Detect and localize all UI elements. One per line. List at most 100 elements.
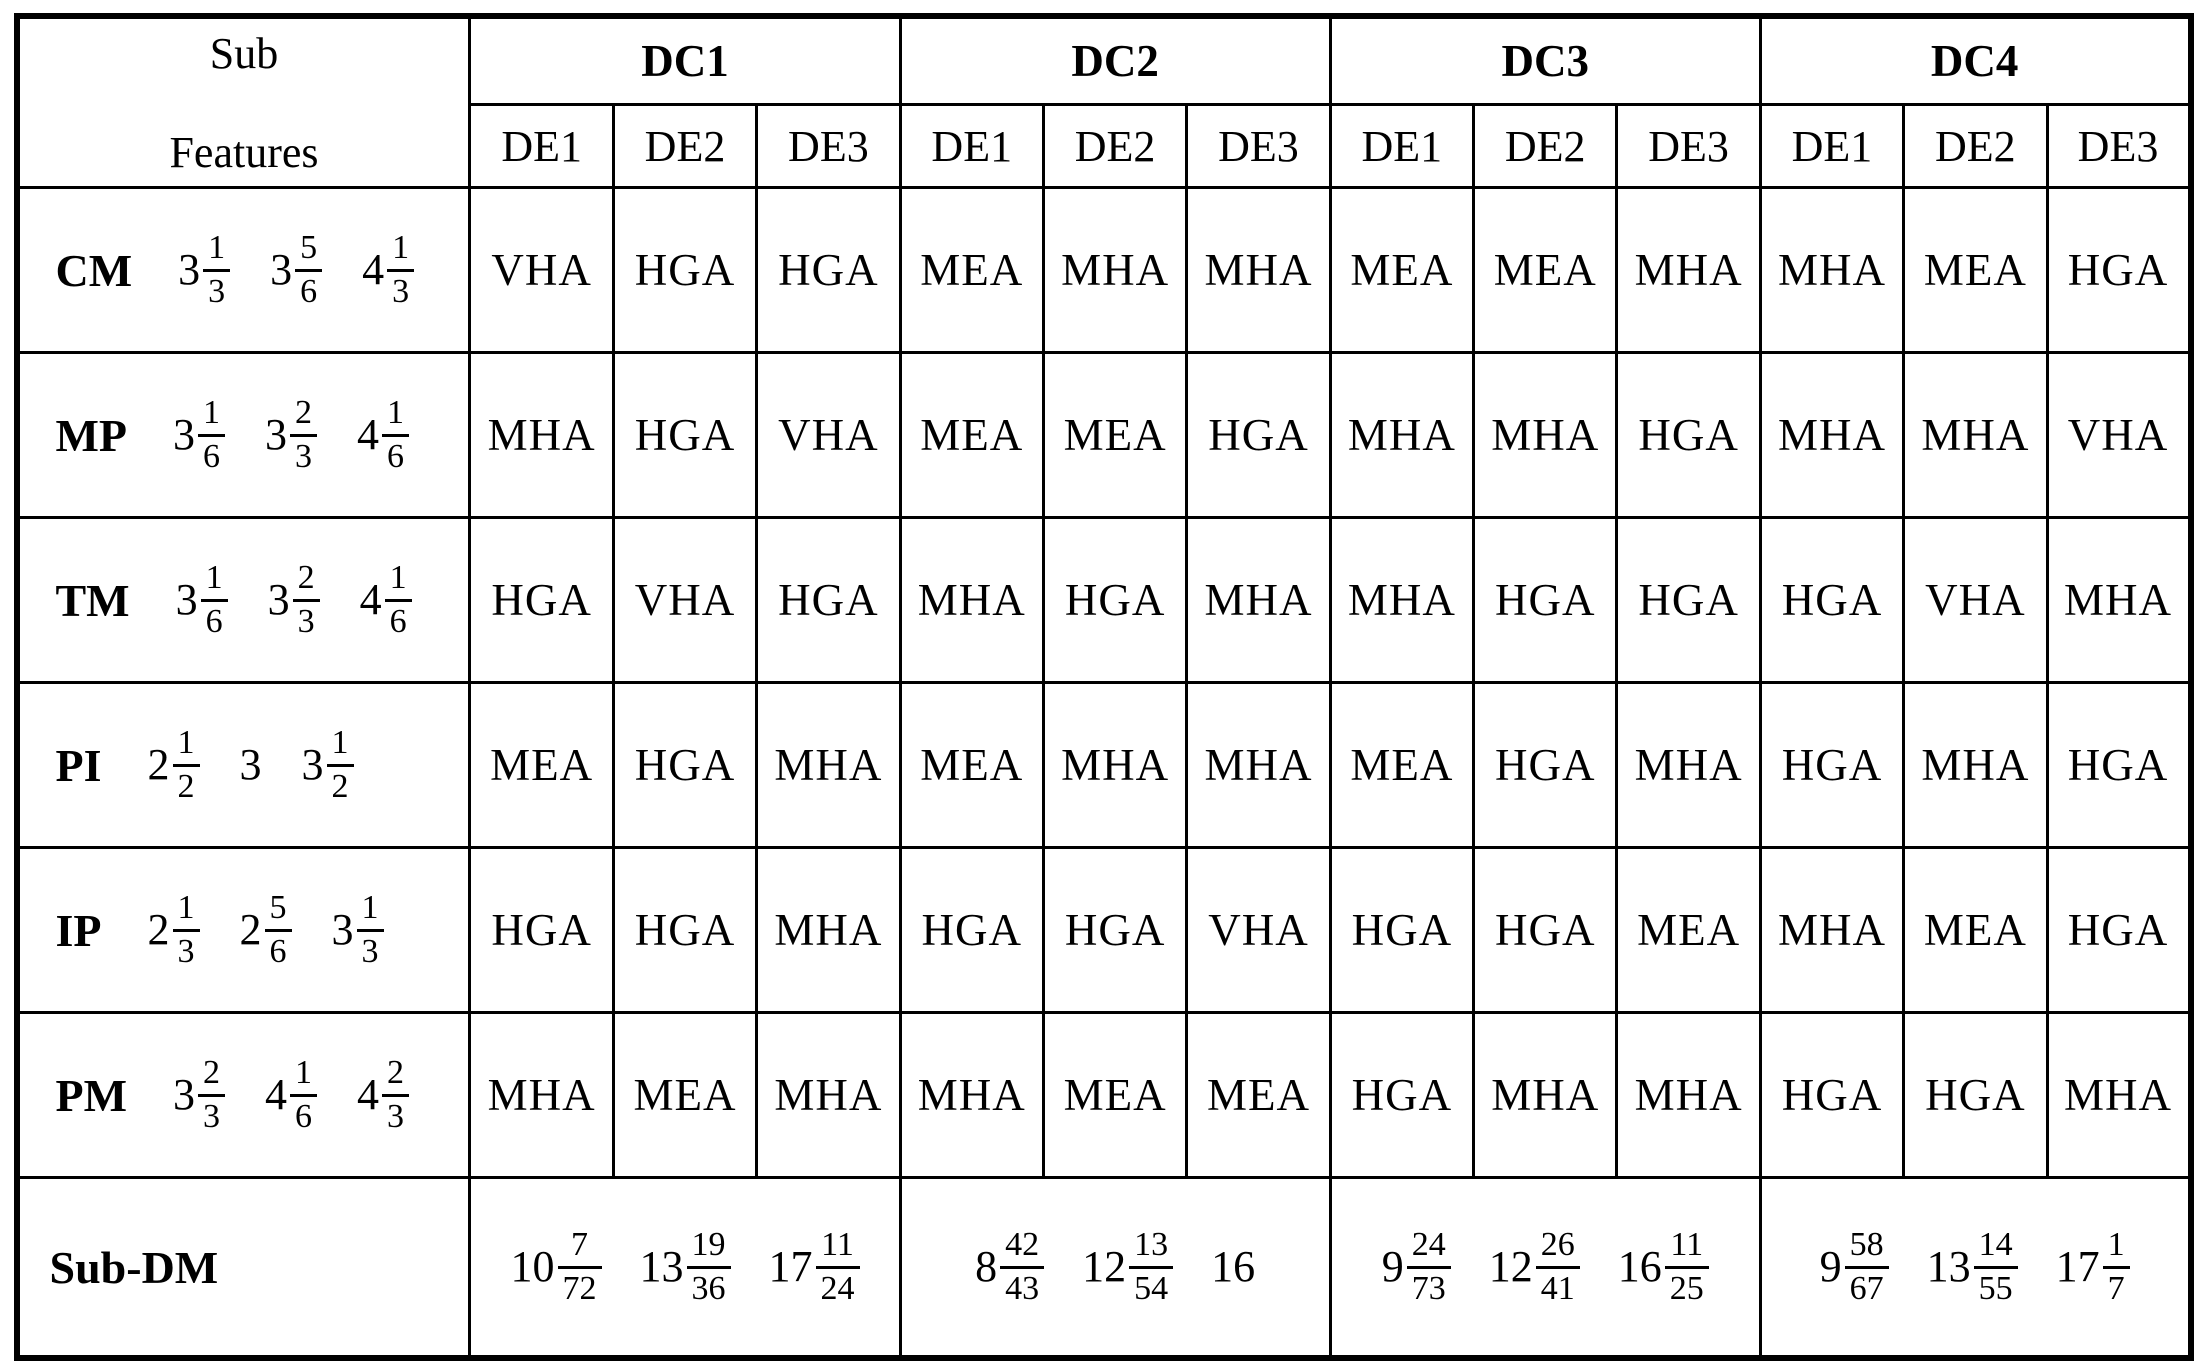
- grade-cell: MHA: [1615, 1011, 1762, 1179]
- whole-number: 3: [173, 1070, 196, 1119]
- grade-cell: MHA: [1472, 351, 1619, 519]
- col-header-dc1-de3: DE3: [755, 103, 902, 189]
- whole-number: 9: [1819, 1242, 1842, 1291]
- sub-dm-values-dc2: 8 42 43 12 13 54 16: [898, 1176, 1332, 1360]
- fraction-denominator: 6: [295, 1097, 313, 1135]
- grade-cell: VHA: [755, 351, 902, 519]
- sub-dm-values-dc1: 10 7 72 13 19 36 17 11 24: [468, 1176, 902, 1360]
- sub-dm-values-group: 10 7 72 13 19 36 17 11 24: [473, 1226, 897, 1307]
- fraction-denominator: 3: [297, 602, 315, 640]
- mixed-number: 8 42 43: [975, 1226, 1045, 1307]
- grade-cell: HGA: [2045, 846, 2193, 1014]
- whole-number: 4: [359, 575, 382, 624]
- fraction-denominator: 3: [295, 437, 313, 475]
- fraction: 19 36: [686, 1226, 731, 1307]
- fraction: 42 43: [1000, 1226, 1045, 1307]
- fraction-numerator: 1: [384, 559, 412, 602]
- fraction-numerator: 14: [1973, 1226, 2018, 1269]
- sub-dm-values-dc3: 9 24 73 12 26 41 16 11 25: [1328, 1176, 1762, 1360]
- sub-dm-label-cell: Sub-DM: [14, 1176, 472, 1360]
- feature-label: TM: [55, 574, 130, 626]
- grade-cell: MHA: [1328, 516, 1476, 684]
- grade-cell: MHA: [1615, 186, 1762, 354]
- grade-cell: MEA: [1472, 186, 1619, 354]
- grade-cell: HGA: [1041, 516, 1189, 684]
- column-header-row: DE1 DE2 DE3 DE1 DE2 DE3 DE1 DE2 DE3 DE1 DE2 DE3: [17, 103, 2193, 189]
- whole-number: 10: [510, 1242, 555, 1291]
- sub-dm-values-group: 9 58 67 13 14 55 17 1 7: [1763, 1226, 2187, 1307]
- fraction: 24 73: [1406, 1226, 1451, 1307]
- grade-cell: HGA: [1328, 1011, 1476, 1179]
- feature-content: MP 3 1 6 3 2 3 4 1 6: [20, 394, 467, 475]
- fraction-denominator: 72: [562, 1269, 597, 1307]
- feature-content: CM 3 1 3 3 5 6 4 1 3: [20, 229, 467, 310]
- grade-cell: MEA: [468, 681, 615, 849]
- grade-cell: MHA: [898, 516, 1045, 684]
- fraction-denominator: 3: [387, 1097, 405, 1135]
- grade-cell: HGA: [755, 516, 902, 684]
- grade-cell: MHA: [1185, 186, 1332, 354]
- fraction-denominator: 25: [1669, 1269, 1704, 1307]
- group-header-dc4: DC4: [1758, 14, 2193, 106]
- sub-dm-label: Sub-DM: [49, 1241, 219, 1293]
- whole-number: 17: [768, 1242, 813, 1291]
- whole-number: 16: [1211, 1242, 1256, 1291]
- mixed-number: 16 11 25: [1618, 1226, 1709, 1307]
- grade-cell: MEA: [1328, 186, 1476, 354]
- fraction-denominator: 6: [389, 602, 407, 640]
- grade-cell: MEA: [1902, 186, 2049, 354]
- mixed-number: 12 26 41: [1489, 1226, 1580, 1307]
- sub-dm-values-group: 8 42 43 12 13 54 16: [903, 1226, 1327, 1307]
- table-row-tm: TM 3 1 6 3 2 3 4 1 6 HGA VHA HGA MHA HGA MHA MHA HGA HGA HG…: [14, 516, 2193, 684]
- grade-cell: HGA: [1328, 846, 1476, 1014]
- fraction-denominator: 3: [361, 932, 379, 970]
- whole-number: 3: [331, 905, 354, 954]
- fraction-numerator: 5: [264, 889, 292, 932]
- grade-cell: HGA: [1902, 1011, 2049, 1179]
- fraction-numerator: 11: [1664, 1226, 1709, 1269]
- whole-number: 3: [178, 245, 201, 294]
- fraction: 26 41: [1535, 1226, 1580, 1307]
- grade-cell: MHA: [468, 351, 615, 519]
- grade-cell: HGA: [755, 186, 902, 354]
- grade-cell: MHA: [1472, 1011, 1619, 1179]
- grade-cell: HGA: [1472, 681, 1619, 849]
- fraction-numerator: 2: [198, 1054, 226, 1097]
- table-row-ip: IP 2 1 3 2 5 6 3 1 3 HGA HGA MHA HGA HGA VHA HGA HGA MEA MH…: [14, 846, 2193, 1014]
- fraction-denominator: 43: [1005, 1269, 1040, 1307]
- feature-cell-pi: PI 2 1 2 3 3 1 2: [14, 681, 472, 849]
- fraction-numerator: 11: [815, 1226, 860, 1269]
- grade-cell: MHA: [755, 1011, 902, 1179]
- sub-features-decision-table: Sub Features DC1 DC2 DC3 DC4 DE1 DE2 DE3 DE…: [13, 13, 2194, 1361]
- fraction-denominator: 73: [1411, 1269, 1446, 1307]
- grade-cell: HGA: [611, 846, 759, 1014]
- grade-cell: VHA: [611, 516, 759, 684]
- whole-number: 13: [639, 1242, 684, 1291]
- grade-cell: MHA: [755, 846, 902, 1014]
- fraction-numerator: 1: [326, 724, 354, 767]
- grade-cell: HGA: [611, 351, 759, 519]
- col-header-dc2-de3: DE3: [1185, 103, 1332, 189]
- grade-cell: MHA: [1902, 351, 2049, 519]
- feature-label: PI: [55, 739, 102, 791]
- whole-number: 8: [975, 1242, 998, 1291]
- grade-cell: MEA: [1615, 846, 1762, 1014]
- fraction-numerator: 42: [1000, 1226, 1045, 1269]
- grade-cell: HGA: [1758, 1011, 1906, 1179]
- whole-number: 13: [1926, 1242, 1971, 1291]
